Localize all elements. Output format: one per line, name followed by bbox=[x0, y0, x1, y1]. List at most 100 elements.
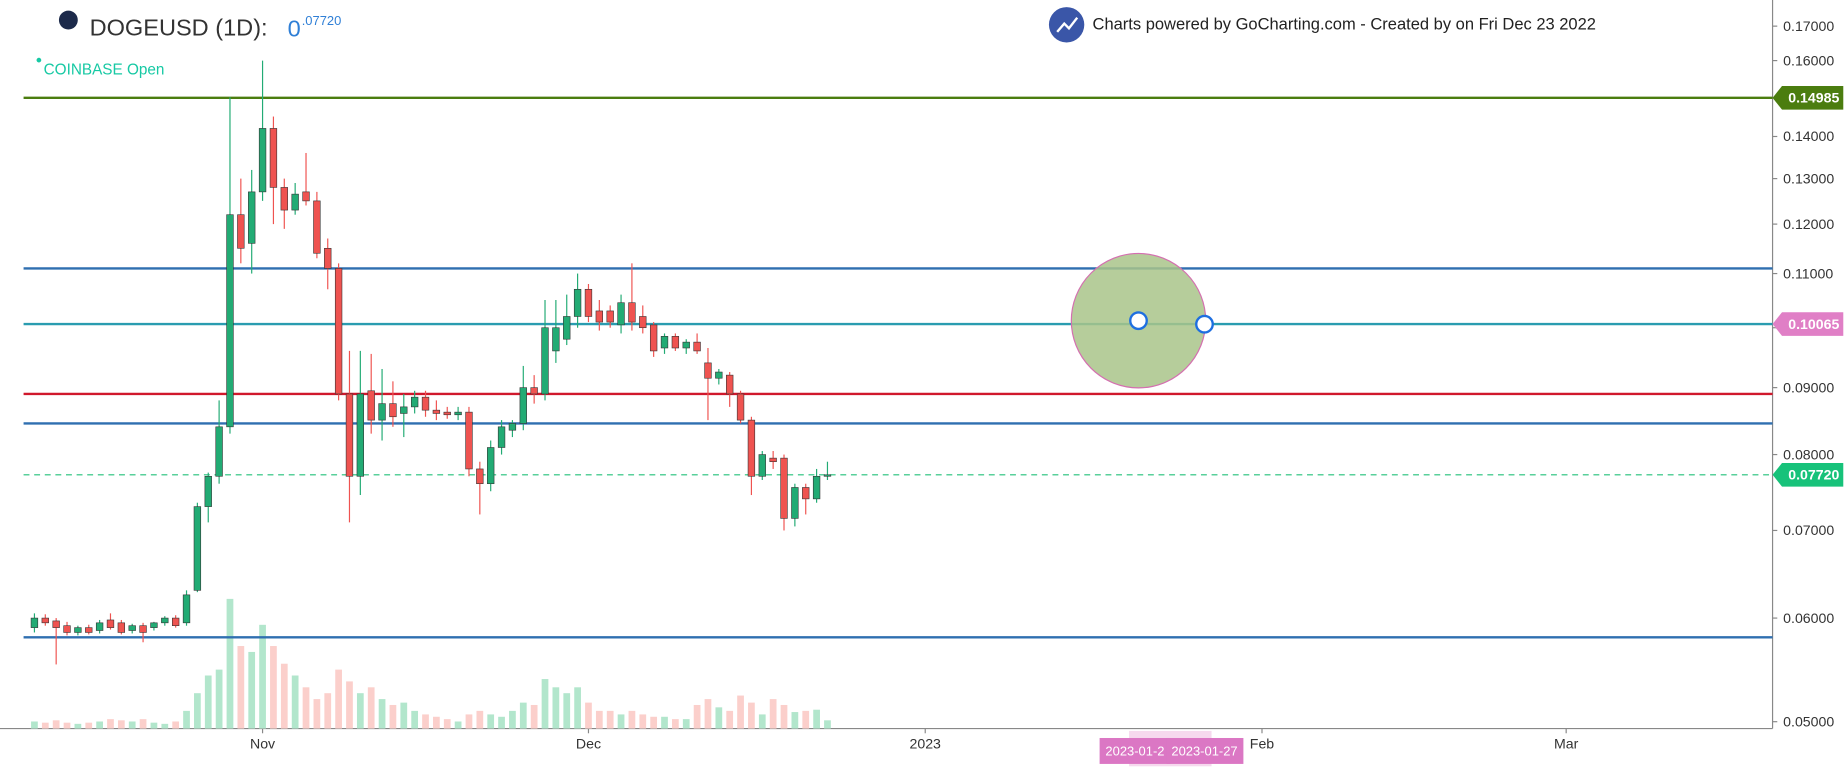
drawing-handle[interactable] bbox=[1129, 311, 1148, 331]
volume-bar bbox=[519, 702, 527, 729]
candle-body bbox=[161, 617, 169, 624]
volume-bar bbox=[389, 704, 397, 729]
volume-bar bbox=[791, 712, 799, 729]
candle-body bbox=[595, 310, 603, 323]
volume-bar bbox=[41, 722, 49, 729]
x-tick-label: 2023 bbox=[910, 736, 942, 752]
volume-bar bbox=[422, 714, 429, 729]
volume-bar bbox=[661, 716, 668, 729]
candle-body bbox=[823, 474, 832, 477]
volume-bar bbox=[487, 714, 495, 729]
price-tag bbox=[1772, 463, 1844, 487]
candle-body bbox=[41, 617, 49, 624]
exchange-status: COINBASE Open bbox=[44, 61, 165, 78]
price-main: 0 bbox=[288, 16, 301, 42]
candle-body bbox=[487, 447, 495, 485]
candle-body bbox=[356, 393, 364, 477]
volume-bar bbox=[96, 721, 103, 729]
volume-bar bbox=[346, 681, 353, 729]
volume-bar bbox=[650, 716, 658, 729]
candle-body bbox=[552, 327, 560, 352]
volume-bar bbox=[704, 699, 712, 729]
volume-bar bbox=[606, 710, 614, 729]
candle-body bbox=[465, 411, 473, 470]
candle-body bbox=[541, 327, 549, 395]
candle-body bbox=[280, 187, 288, 211]
candle-body bbox=[237, 214, 245, 249]
drawing-handle[interactable] bbox=[1195, 314, 1214, 334]
x-tick-label: Feb bbox=[1250, 736, 1274, 752]
candle-body bbox=[30, 617, 39, 628]
volume-bar bbox=[563, 693, 571, 729]
volume-bar bbox=[324, 693, 332, 729]
volume-bar bbox=[715, 707, 723, 729]
candle-body bbox=[812, 475, 821, 500]
volume-bar bbox=[443, 719, 451, 729]
candle-body bbox=[519, 387, 527, 424]
candle-body bbox=[193, 506, 202, 591]
volume-bar bbox=[552, 687, 560, 729]
price-tag-label: 0.14985 bbox=[1788, 90, 1839, 106]
y-tick-label: 0.12000 bbox=[1783, 216, 1834, 232]
candle-body bbox=[628, 302, 636, 323]
volume-bar bbox=[672, 719, 679, 729]
y-tick-label: 0.17000 bbox=[1783, 18, 1834, 34]
candle-body bbox=[682, 341, 690, 349]
y-tick-label: 0.06000 bbox=[1783, 610, 1834, 626]
volume-bar bbox=[172, 721, 180, 729]
volume-bar bbox=[85, 722, 93, 729]
date-tag bbox=[1099, 737, 1171, 764]
volume-bar bbox=[270, 646, 277, 729]
y-tick-label: 0.13000 bbox=[1783, 170, 1834, 186]
candle-body bbox=[302, 191, 310, 202]
volume-bar bbox=[150, 722, 158, 729]
candle-body bbox=[791, 487, 799, 519]
candle-body bbox=[410, 396, 419, 408]
volume-bar bbox=[74, 723, 82, 729]
candle-body bbox=[171, 617, 180, 626]
candle-body bbox=[573, 288, 582, 317]
status-dot bbox=[36, 57, 42, 63]
x-tick-label: Nov bbox=[250, 736, 276, 752]
candle-body bbox=[769, 457, 777, 463]
candle-body bbox=[182, 594, 191, 624]
candle-body bbox=[758, 454, 766, 477]
y-tick-label: 0.16000 bbox=[1783, 52, 1834, 68]
y-tick-label: 0.11000 bbox=[1783, 265, 1833, 281]
credit: Charts powered by GoCharting.com - Creat… bbox=[1093, 15, 1596, 33]
volume-bar bbox=[802, 710, 810, 729]
candle-body bbox=[291, 193, 299, 211]
volume-bar bbox=[128, 721, 136, 729]
volume-bar bbox=[291, 675, 299, 729]
candle-body bbox=[802, 487, 810, 500]
candle-body bbox=[715, 371, 723, 379]
volume-bar bbox=[63, 722, 71, 729]
candle-body bbox=[226, 214, 234, 428]
volume-bar bbox=[780, 704, 788, 729]
candle-body bbox=[563, 316, 571, 340]
price-tag-label: 0.07720 bbox=[1788, 467, 1839, 483]
volume-bar bbox=[204, 675, 212, 729]
volume-bar bbox=[509, 710, 516, 729]
volume-bar bbox=[237, 646, 245, 729]
volume-bar bbox=[769, 699, 777, 729]
volume-bar bbox=[139, 719, 147, 729]
x-tick-label: Mar bbox=[1554, 736, 1579, 752]
candle-body bbox=[780, 457, 788, 519]
volume-bar bbox=[541, 679, 549, 729]
candle-body bbox=[74, 627, 82, 633]
candle-body bbox=[389, 403, 397, 418]
candle-body bbox=[443, 411, 451, 416]
candle-body bbox=[704, 362, 712, 379]
y-tick-label: 0.05000 bbox=[1783, 713, 1834, 729]
candle-body bbox=[476, 468, 484, 485]
volume-bar bbox=[356, 693, 364, 729]
volume-bar bbox=[628, 710, 636, 729]
volume-bar bbox=[617, 714, 625, 729]
volume-bar bbox=[824, 720, 831, 729]
volume-bar bbox=[302, 687, 310, 729]
candle-body bbox=[95, 622, 104, 631]
volume-bar bbox=[682, 719, 690, 729]
y-tick-label: 0.09000 bbox=[1783, 379, 1834, 395]
